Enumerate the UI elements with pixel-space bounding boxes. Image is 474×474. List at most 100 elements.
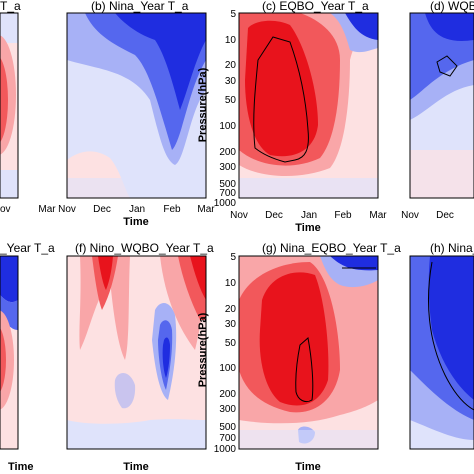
panel-g-ytick-700: 700: [219, 433, 236, 444]
panel-e-cold-strong: [0, 256, 18, 303]
panel-c-warm-strong: [245, 20, 318, 157]
panel-g-ytick-300: 300: [219, 404, 236, 415]
panel-g-xlabel: Time: [295, 461, 320, 473]
panel-f-cold-strong: [162, 337, 170, 378]
panel-g-ytick-200: 200: [219, 389, 236, 400]
panel-g-ytick-1000: 1000: [214, 444, 237, 455]
panel-e-field: [0, 256, 18, 449]
panel-c-xtick-1: Dec: [265, 210, 283, 221]
panel-f-cold-pale: [114, 373, 136, 409]
panel-g-ytick-500: 500: [219, 422, 236, 433]
panel-b-xtick-2: Jan: [129, 204, 145, 215]
panel-b-cold-strong: [115, 13, 206, 110]
panel-c: (c) EQBO_Year T_a 5 10 20 30 50 100 200 …: [197, 0, 387, 234]
panel-g-yaxis: 5 10 20 30 50 100 200 300 500 700 1000 P…: [197, 252, 236, 455]
panel-c-ytick-500: 500: [219, 179, 236, 190]
panel-h-title: (h) Nina_W: [430, 241, 474, 255]
panel-c-xtick-2: Jan: [301, 210, 317, 221]
panel-b-frame: [66, 12, 207, 199]
panel-g-significance-contour: [295, 337, 314, 403]
panel-f-warm-strong-2: [190, 256, 206, 300]
panel-h-frame: [409, 255, 474, 450]
panel-c-ytick-200: 200: [219, 147, 236, 158]
panel-h-field: [410, 256, 474, 449]
panel-e-warm-light: [0, 310, 14, 410]
panel-c-cold-strong: [345, 13, 378, 40]
panel-d-significance-contour: [436, 55, 458, 77]
panel-f-warm-light-1: [79, 256, 130, 360]
panel-e: _Year T_a Time: [0, 241, 55, 473]
panel-g-field: [239, 256, 378, 449]
panel-c-ytick-20: 20: [225, 60, 237, 71]
panel-f-field: [67, 256, 206, 449]
panel-g-ytick-20: 20: [225, 304, 237, 315]
panel-g-ylabel: Pressure(hPa): [197, 312, 209, 387]
panel-c-frame: [238, 12, 379, 199]
panel-c-xlabel: Time: [295, 222, 320, 234]
panel-a: T_a ov Mar: [0, 0, 56, 215]
panel-f-warm-strong-1: [98, 256, 113, 290]
panel-b: (b) Nina_Year T_a Nov Dec Jan Feb Mar Ti…: [58, 0, 215, 228]
panel-g-ytick-10: 10: [225, 278, 237, 289]
panel-a-pale-blue-top: [0, 13, 18, 43]
panel-g-ytick-100: 100: [219, 363, 236, 374]
panel-b-pale-near-surface: [67, 178, 206, 198]
panel-a-xtick-1: Mar: [38, 204, 56, 215]
panel-a-xtick-0: ov: [0, 204, 11, 215]
panel-c-ytick-10: 10: [225, 35, 237, 46]
panel-b-xtick-0: Nov: [58, 204, 76, 215]
panel-a-title: T_a: [0, 0, 21, 13]
panel-c-xtick-3: Feb: [334, 210, 352, 221]
panel-h-significance-contour: [428, 261, 474, 411]
panel-c-ytick-100: 100: [219, 121, 236, 132]
panel-b-xlabel: Time: [123, 216, 148, 228]
panel-d: (d) WQBO Nov Dec: [401, 0, 474, 221]
panel-d-xtick-0: Nov: [401, 210, 419, 221]
panel-b-xtick-3: Feb: [163, 204, 181, 215]
panel-f: (f) Nino_WQBO_Year T_a Time: [66, 241, 214, 473]
panel-g-title: (g) Nina_EQBO_Year T_a: [262, 241, 401, 255]
panel-b-title: (b) Nina_Year T_a: [91, 0, 189, 13]
panel-c-ytick-300: 300: [219, 162, 236, 173]
panel-d-frame: [409, 12, 474, 199]
panel-c-ytick-5: 5: [230, 9, 236, 20]
panel-b-xtick-4: Mar: [197, 204, 215, 215]
panel-c-xtick-0: Nov: [230, 210, 248, 221]
panel-d-pale-red: [410, 150, 474, 198]
panel-c-xtick-4: Mar: [369, 210, 387, 221]
panel-e-warm-mid: [0, 327, 6, 393]
panel-h-cold-strong: [428, 256, 474, 400]
panel-c-ytick-700: 700: [219, 188, 236, 199]
panel-c-ytick-1000: 1000: [214, 198, 237, 209]
panel-a-field: [0, 13, 18, 198]
panel-f-title: (f) Nino_WQBO_Year T_a: [75, 241, 214, 255]
panel-h: (h) Nina_W: [409, 241, 474, 450]
panel-g: (g) Nina_EQBO_Year T_a 5 10 20 30 50 100…: [197, 241, 401, 473]
panel-b-xtick-1: Dec: [93, 204, 111, 215]
panel-f-xlabel: Time: [123, 461, 148, 473]
panel-f-frame: [66, 255, 207, 450]
panel-c-yaxis: 5 10 20 30 50 100 200 300 500 700 1000 P…: [197, 9, 236, 209]
panel-g-warm-strong: [259, 272, 329, 406]
panel-g-pale-blue-surface: [239, 430, 378, 449]
panel-d-title: (d) WQBO: [430, 0, 474, 13]
panel-e-title: _Year T_a: [0, 241, 55, 255]
panel-g-ytick-50: 50: [225, 338, 237, 349]
panel-d-field: [410, 13, 474, 198]
panel-c-ytick-50: 50: [225, 95, 237, 106]
panel-c-pale-blue-surface: [239, 178, 378, 198]
panel-c-title: (c) EQBO_Year T_a: [262, 0, 369, 13]
panel-c-ylabel: Pressure(hPa): [197, 67, 209, 142]
panel-a-warm-mid: [0, 57, 8, 143]
panel-b-field: [67, 13, 206, 198]
panel-e-frame: [0, 255, 19, 450]
panel-c-significance-contour: [253, 36, 309, 163]
panel-e-xlabel: Time: [8, 461, 33, 473]
panel-c-ytick-30: 30: [225, 76, 237, 87]
panel-g-frame: [238, 255, 379, 450]
panel-d-xtick-1: Dec: [436, 210, 454, 221]
panel-a-frame: [0, 12, 19, 199]
panel-g-cold-strong: [330, 256, 378, 271]
panel-d-cold-strong: [425, 13, 474, 41]
